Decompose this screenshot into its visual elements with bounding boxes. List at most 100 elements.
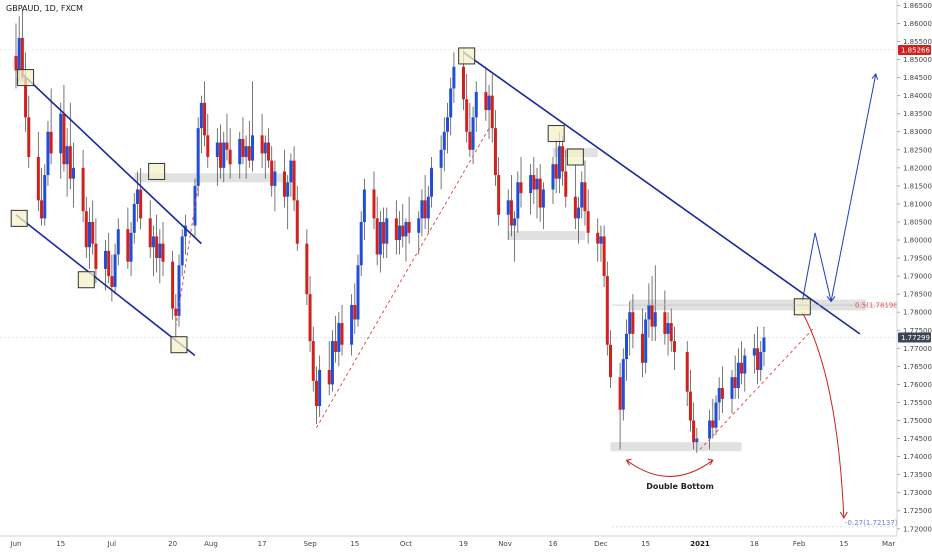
candle-body [378,221,382,255]
candle-body [564,171,568,197]
price-tick-label: 1.84000 [903,92,932,100]
time-tick-label: Aug [204,540,218,548]
pivot-marker [170,336,188,354]
price-tick-label: 1.76500 [903,363,932,371]
candle-body [577,207,581,219]
candle-body [423,200,427,219]
candle-body [618,377,622,410]
candle-body [685,351,689,392]
price-tick-label: 1.77500 [903,327,932,335]
candle-body [759,351,763,370]
candle-body [372,189,376,219]
candle-body [599,236,603,244]
pivot-marker [458,47,476,65]
candle-body [449,88,453,118]
candle-body [222,142,226,168]
candle-body [519,182,523,194]
price-tick-label: 1.83000 [903,128,932,136]
candle-body [602,236,606,277]
price-tick-label: 1.80500 [903,218,932,226]
pivot-marker [77,271,95,289]
time-tick-label: 15 [350,540,359,548]
time-tick-label: Oct [400,540,412,548]
candle-body [318,369,322,407]
fib-layer: 0.5(1.78198) -0.27(1.72137) [612,302,901,528]
time-tick-label: Mar [882,540,895,548]
candle-body [161,243,165,262]
candle-body [688,391,692,421]
candle-body [465,99,469,132]
price-tick-label: 1.81000 [903,200,932,208]
pivot-marker [566,148,584,166]
candle-body [650,304,654,327]
candle-body [762,337,766,352]
candle-body [730,377,734,399]
candle-body [72,167,76,179]
candle-body [267,142,270,161]
price-tick-label: 1.74500 [903,435,932,443]
time-tick-label: Feb [793,540,806,548]
candle-body [327,369,331,385]
candle-body [330,341,334,385]
candle-body [452,66,456,89]
pivot-marker [148,162,166,180]
candle-body [158,243,162,259]
candle-body [139,189,143,219]
candle-body [241,138,245,158]
bearish-projection-arrowhead [839,511,848,519]
bullish-projection-path [801,73,877,302]
candle-body [426,196,430,219]
candle-body [62,113,66,165]
candle-body [14,55,18,71]
bullish-projection-arrowhead [871,72,879,80]
candle-body [295,200,299,244]
time-tick-label: 16 [549,540,558,548]
time-tick-label: 18 [750,540,759,548]
candle-body [720,388,724,399]
pivot-marker [793,298,811,316]
time-tick-label: Nov [498,540,512,548]
candle-body [251,135,255,161]
time-tick-label: Dec [594,540,608,548]
candle-body [621,359,625,410]
price-tick-label: 1.79500 [903,255,932,263]
time-tick-label: Sep [303,540,317,548]
candle-body [375,218,379,255]
candle-body [215,142,219,158]
candle-body [260,135,264,154]
price-tick-label: 1.73500 [903,471,932,479]
candle-body [743,355,747,374]
candle-body [289,160,293,183]
candle-body [286,182,290,197]
price-tick-label: 1.85500 [903,38,932,46]
candle-body [471,117,475,150]
price-tick-label: 1.86500 [903,2,932,10]
double-bottom-arc [626,459,714,477]
candle-body [196,128,200,186]
price-axis: 1.72000 1.72500 1.73000 1.73500 1.74000 1.745… [896,0,932,550]
trendline [21,73,202,245]
candle-body [663,312,667,334]
time-tick-label: 19 [459,540,468,548]
bearish-projection-path [801,311,845,518]
support-dashed-line [699,326,816,450]
price-tick-label: 1.84500 [903,74,932,82]
candle-body [282,171,286,197]
candle-body [583,182,587,212]
candle-body [644,319,648,363]
supply-demand-zone [610,442,742,452]
time-axis: Jun 15 Jul 20 Aug 17 Sep 15 Oct 19 Nov 16 Dec 15 2021 1… [0,535,897,548]
candle-body [132,203,136,233]
double-bottom-arc-arrow-right [707,458,714,466]
candle-body [407,221,411,233]
candle-body [672,341,676,352]
candle-body [394,218,398,241]
price-axis-bg [897,0,932,550]
candle-body [174,308,178,316]
candle-body [155,236,159,259]
candle-body [103,250,107,269]
markers-layer [10,47,811,354]
candle-body [535,178,539,190]
candle-body [362,189,366,222]
